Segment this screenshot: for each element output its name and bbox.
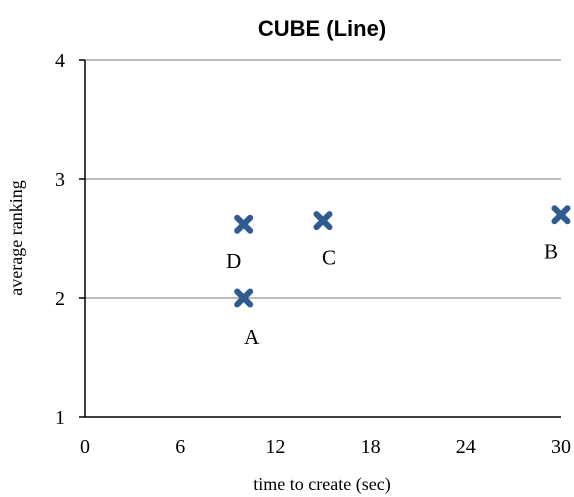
- x-tick-labels: 0 6 12 18 24 30: [80, 436, 571, 458]
- data-point-a: A: [234, 288, 260, 349]
- point-label: B: [544, 240, 558, 264]
- x-tick-label: 24: [456, 436, 476, 458]
- y-axis-label: average ranking: [6, 180, 26, 295]
- data-point-c: C: [313, 211, 336, 270]
- x-tick-label: 30: [551, 436, 571, 458]
- gridlines: [85, 59, 561, 299]
- x-axis-label: time to create (sec): [253, 474, 390, 495]
- x-marker: [234, 214, 254, 234]
- x-tick-label: 12: [265, 436, 285, 458]
- point-label: D: [226, 249, 241, 273]
- chart-title: CUBE (Line): [258, 16, 386, 41]
- x-tick-label: 6: [175, 436, 185, 458]
- data-point-b: B: [544, 205, 571, 264]
- y-tick-label: 1: [55, 407, 65, 429]
- point-label: A: [244, 325, 260, 349]
- y-tick-labels: 1 2 3 4: [55, 50, 65, 429]
- axes: [79, 59, 561, 418]
- data-point-d: D: [226, 214, 254, 273]
- point-label: C: [322, 246, 336, 270]
- data-points: A B C D: [226, 205, 571, 349]
- y-tick-label: 2: [55, 288, 65, 310]
- x-tick-label: 18: [361, 436, 381, 458]
- x-tick-label: 0: [80, 436, 90, 458]
- y-tick-label: 3: [55, 169, 65, 191]
- x-marker: [313, 211, 333, 231]
- x-marker: [234, 288, 254, 308]
- x-marker: [551, 205, 571, 225]
- y-tick-label: 4: [55, 50, 65, 72]
